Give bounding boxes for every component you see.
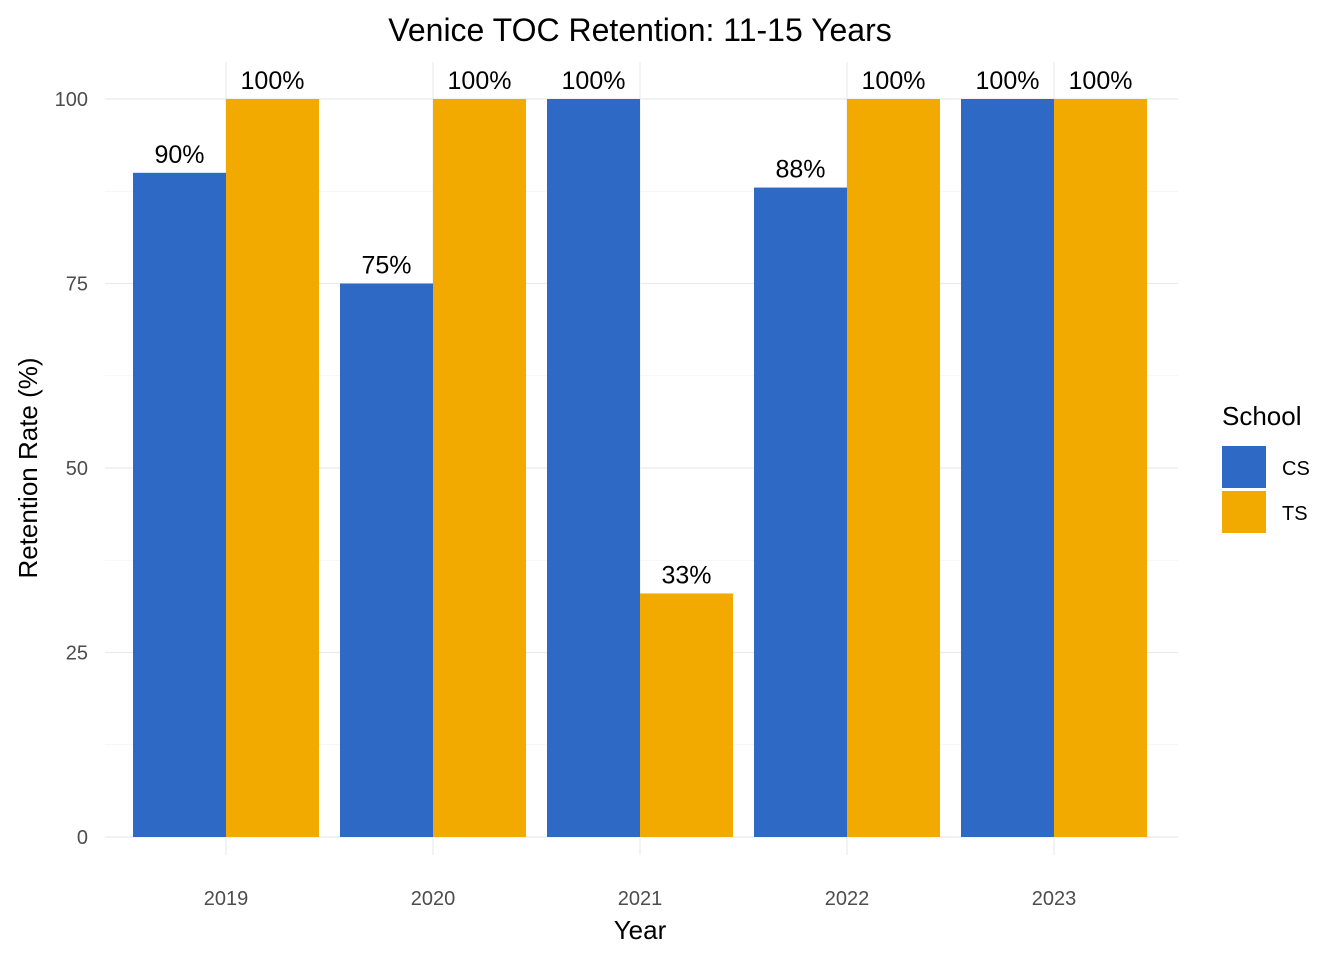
- data-label-cs-2020: 75%: [361, 252, 411, 280]
- bar-ts-2023: [1054, 99, 1147, 837]
- x-tick-label: 2020: [411, 888, 456, 910]
- y-tick-label: 0: [77, 827, 88, 849]
- data-label-cs-2021: 100%: [562, 67, 626, 95]
- y-tick-label: 25: [66, 643, 88, 665]
- data-label-ts-2022: 100%: [862, 67, 926, 95]
- legend-title: School: [1222, 401, 1302, 431]
- legend: School CS TS: [1222, 401, 1310, 533]
- y-tick-label: 100: [55, 89, 88, 111]
- data-label-ts-2021: 33%: [661, 561, 711, 589]
- x-tick-label: 2023: [1032, 888, 1077, 910]
- y-axis-title: Retention Rate (%): [13, 357, 43, 578]
- y-axis-ticks: 0 25 50 75 100: [55, 89, 88, 849]
- data-label-cs-2023: 100%: [976, 67, 1040, 95]
- y-tick-label: 50: [66, 458, 88, 480]
- x-tick-label: 2019: [204, 888, 249, 910]
- data-label-cs-2022: 88%: [775, 156, 825, 184]
- bar-cs-2023: [961, 99, 1054, 837]
- data-label-ts-2019: 100%: [241, 67, 305, 95]
- legend-label-ts: TS: [1282, 503, 1308, 525]
- x-axis-title: Year: [614, 915, 667, 945]
- bar-ts-2019: [226, 99, 319, 837]
- legend-swatch-ts: [1222, 491, 1266, 533]
- data-label-ts-2023: 100%: [1069, 67, 1133, 95]
- data-label-cs-2019: 90%: [154, 141, 204, 169]
- data-label-ts-2020: 100%: [448, 67, 512, 95]
- y-tick-label: 75: [66, 274, 88, 296]
- x-tick-label: 2022: [825, 888, 870, 910]
- legend-label-cs: CS: [1282, 458, 1310, 480]
- bar-ts-2020: [433, 99, 526, 837]
- bar-cs-2022: [754, 187, 847, 837]
- bar-cs-2020: [340, 283, 433, 837]
- bar-ts-2021: [640, 593, 733, 837]
- legend-swatch-cs: [1222, 446, 1266, 488]
- bar-labels: 90% 75% 100% 88% 100% 100% 100% 33% 100% 100%: [154, 67, 1132, 589]
- chart-title: Venice TOC Retention: 11-15 Years: [388, 12, 891, 48]
- bar-cs-2019: [133, 172, 226, 838]
- bars: [133, 99, 1147, 838]
- x-tick-label: 2021: [618, 888, 663, 910]
- x-axis-ticks: 2019 2020 2021 2022 2023: [204, 888, 1077, 910]
- bar-ts-2022: [847, 99, 940, 837]
- bar-cs-2021: [547, 99, 640, 837]
